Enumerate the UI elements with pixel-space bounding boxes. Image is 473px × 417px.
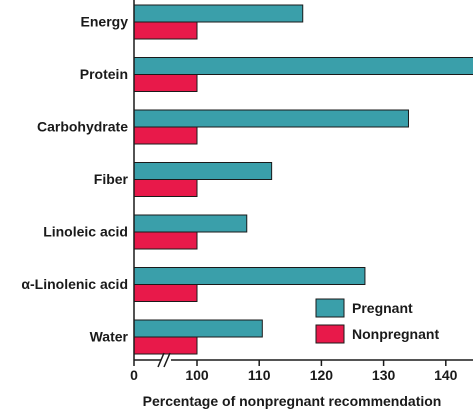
bar-nonpregnant-2: [133, 126, 198, 145]
bar-pregnant-3: [133, 162, 273, 180]
category-label: Water: [90, 329, 129, 345]
bar-nonpregnant-1: [133, 74, 198, 92]
bar-pregnant-4: [133, 214, 248, 233]
bar-nonpregnant-3: [133, 179, 198, 197]
x-tick-label: 120: [310, 367, 334, 383]
bar-nonpregnant-6: [133, 336, 198, 355]
category-label: Protein: [80, 66, 128, 82]
category-label: Energy: [81, 14, 129, 30]
axis-break-mark: [163, 352, 171, 368]
axis-break-mark: [157, 352, 165, 368]
category-label: Carbohydrate: [37, 119, 128, 135]
bar-pregnant-1: [133, 57, 473, 75]
x-tick-label: 130: [372, 367, 396, 383]
category-label: Fiber: [94, 171, 129, 187]
bar-nonpregnant-4: [133, 231, 198, 250]
x-tick-label: 110: [248, 367, 271, 383]
bar-pregnant-5: [133, 267, 366, 285]
legend-label-pregnant: Pregnant: [352, 300, 413, 316]
legend-swatch-nonpregnant: [315, 324, 345, 344]
category-label: α-Linolenic acid: [21, 276, 128, 292]
legend-label-nonpregnant: Nonpregnant: [352, 326, 439, 342]
bar-pregnant-6: [133, 319, 263, 338]
x-tick-label: 0: [130, 367, 138, 383]
x-tick-label: 100: [185, 367, 209, 383]
legend-swatch-pregnant: [315, 298, 345, 318]
x-tick-label: 140: [434, 367, 458, 383]
category-label: Linoleic acid: [43, 224, 128, 240]
bar-nonpregnant-5: [133, 284, 198, 302]
bar-pregnant-2: [133, 109, 409, 128]
bar-nonpregnant-0: [133, 21, 198, 40]
bar-pregnant-0: [133, 4, 304, 23]
x-axis-title: Percentage of nonpregnant recommendation: [143, 393, 442, 409]
